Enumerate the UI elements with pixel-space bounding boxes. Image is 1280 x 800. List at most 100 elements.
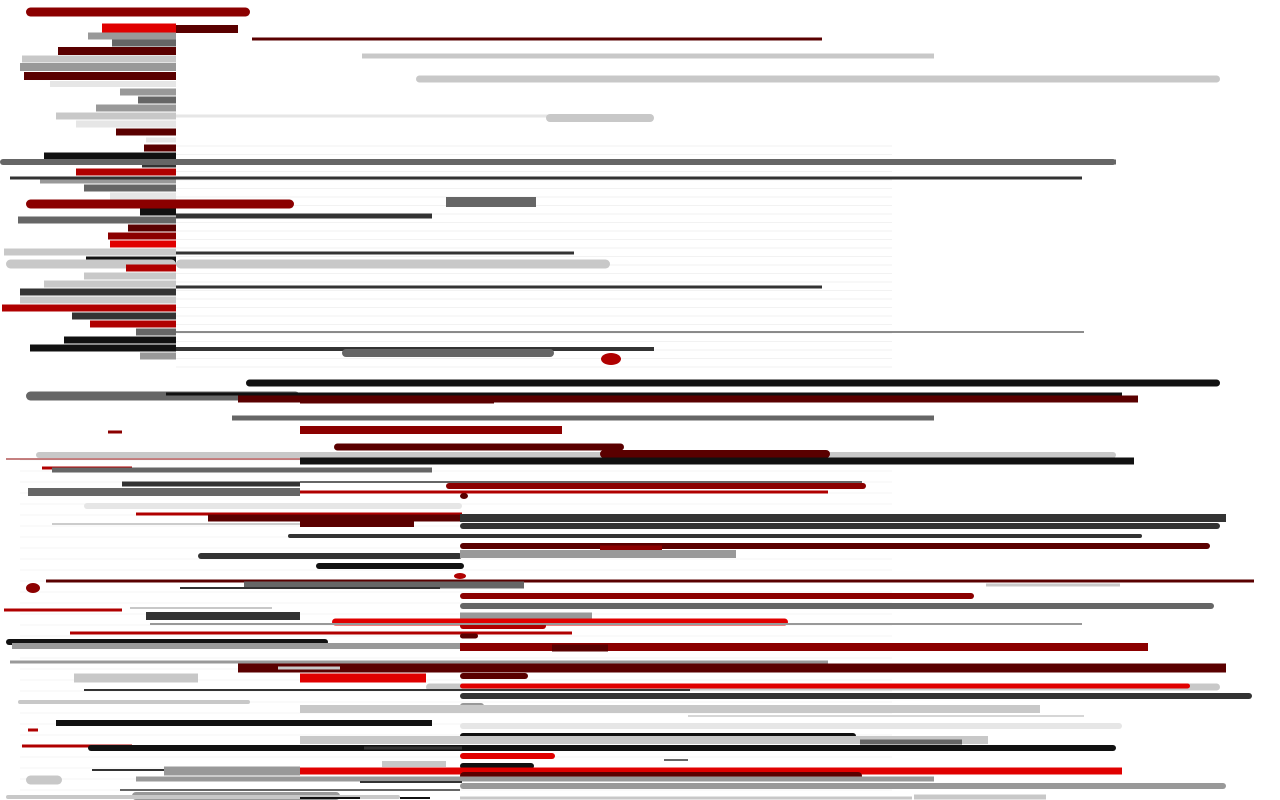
bar: [176, 114, 548, 118]
bar: [860, 739, 962, 745]
bar: [136, 512, 462, 516]
bar: [20, 63, 176, 71]
bar: [252, 37, 822, 41]
bar: [176, 159, 1116, 165]
horizontal-bars: [0, 7, 1254, 800]
bar: [400, 797, 430, 799]
bar: [64, 336, 176, 344]
bar: [300, 457, 1134, 465]
bar: [50, 81, 176, 87]
bar: [10, 660, 828, 664]
bar: [460, 753, 555, 759]
bar: [44, 152, 176, 160]
bar: [300, 426, 562, 434]
bar: [460, 633, 478, 639]
bar: [72, 312, 176, 320]
bar: [136, 776, 934, 782]
bar: [334, 443, 624, 451]
bar: [108, 430, 122, 434]
bar: [342, 349, 554, 357]
bar: [28, 728, 38, 732]
bar: [26, 7, 250, 17]
bar: [90, 320, 176, 328]
bar: [76, 168, 176, 176]
bar: [460, 603, 1214, 609]
bar: [382, 761, 446, 767]
bar: [108, 232, 176, 240]
bar: [446, 197, 536, 207]
bar: [446, 483, 866, 489]
bar: [238, 767, 300, 775]
bar: [176, 285, 822, 289]
bar: [238, 395, 1138, 403]
bar: [52, 523, 300, 525]
bar: [300, 400, 494, 404]
bar: [30, 344, 176, 352]
bar: [130, 607, 272, 609]
bar: [126, 264, 176, 272]
bar: [300, 490, 828, 494]
bar: [600, 545, 662, 551]
bar: [74, 673, 198, 683]
bar: [208, 514, 462, 522]
bar: [300, 736, 988, 744]
bar: [552, 644, 608, 652]
bar: [176, 213, 432, 219]
bar: [120, 789, 460, 791]
bar: [364, 746, 462, 750]
bar: [300, 705, 1040, 713]
bar: [84, 689, 690, 691]
bar: [986, 583, 1120, 587]
bar: [460, 514, 1226, 522]
bar: [56, 112, 176, 120]
bar: [460, 723, 1122, 729]
bar: [140, 208, 176, 216]
dot-markers: [26, 353, 621, 593]
red-dot-icon: [454, 573, 466, 579]
bar: [84, 272, 176, 280]
bar: [914, 794, 1046, 800]
bar: [360, 781, 462, 783]
bar: [176, 331, 1084, 333]
bar: [288, 534, 1142, 538]
bar: [300, 767, 1122, 775]
bar: [110, 240, 176, 248]
bar: [460, 523, 1220, 529]
bar: [600, 450, 830, 458]
bar: [300, 797, 360, 799]
bar: [116, 128, 176, 136]
bar: [128, 224, 176, 232]
bar: [166, 392, 1122, 396]
bar: [460, 550, 736, 558]
bar: [52, 467, 432, 473]
bar: [198, 553, 462, 559]
bar: [4, 248, 176, 256]
bar: [44, 280, 176, 288]
bar: [110, 192, 176, 200]
bar: [136, 328, 176, 336]
bar: [20, 296, 176, 304]
bar: [26, 199, 294, 209]
bar: [18, 700, 250, 704]
bar: [460, 593, 974, 599]
bar: [546, 114, 654, 122]
maroon-dot-icon: [460, 493, 468, 499]
bar: [2, 304, 176, 312]
bar: [24, 72, 176, 80]
bar: [12, 643, 464, 649]
bar: [88, 745, 1116, 751]
bar: [246, 379, 1220, 387]
bar: [28, 488, 300, 496]
bar: [70, 631, 572, 635]
bar: [176, 251, 574, 255]
bar: [238, 663, 1226, 673]
bar: [300, 673, 426, 683]
bar: [176, 259, 610, 269]
bar: [84, 184, 176, 192]
bar: [96, 104, 176, 112]
bar: [460, 683, 1190, 689]
bar: [150, 623, 1082, 625]
bar: [46, 579, 1254, 583]
bar: [18, 216, 176, 224]
